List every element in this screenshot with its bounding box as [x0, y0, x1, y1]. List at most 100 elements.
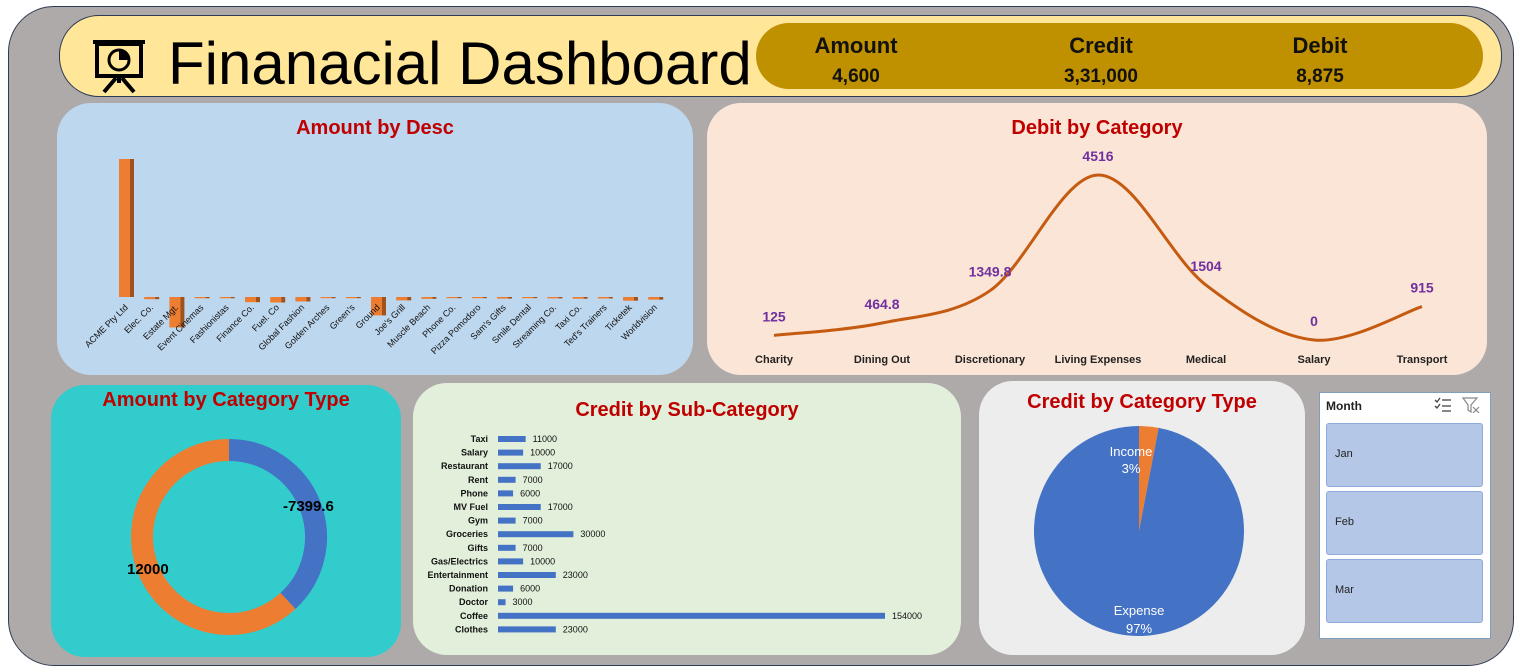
credit-by-category-type-title: Credit by Category Type — [1027, 391, 1257, 413]
slicer-item-jan[interactable]: Jan — [1326, 423, 1483, 487]
debit-by-category-panel: Debit by Category Charity 125 Dining Out 46… — [707, 103, 1487, 375]
bar — [446, 297, 458, 299]
kpi-debit-value: 8,875 — [1296, 66, 1344, 87]
data-label: 7000 — [523, 475, 543, 485]
data-label: -7399.6 — [283, 498, 334, 515]
bar — [396, 297, 408, 301]
bar-side — [306, 297, 311, 302]
bar — [245, 297, 256, 303]
clear-filter-icon[interactable] — [1462, 397, 1480, 413]
tick-label: Rent — [468, 475, 488, 485]
data-label: 10000 — [530, 448, 555, 458]
bar-side — [482, 297, 487, 299]
debit-by-category-title: Debit by Category — [1011, 117, 1183, 139]
bar — [498, 490, 514, 497]
tick-label: Gifts — [467, 543, 488, 553]
bar — [295, 297, 307, 302]
data-label: 10000 — [530, 556, 555, 566]
data-label: Expense — [1114, 603, 1165, 618]
slicer-item-label: Jan — [1335, 448, 1353, 460]
bar — [547, 297, 559, 299]
bar — [498, 626, 556, 633]
data-label: 17000 — [548, 461, 573, 471]
tick-label: Entertainment — [427, 570, 488, 580]
tick-label: Groceries — [446, 529, 488, 539]
data-label: 6000 — [520, 584, 540, 594]
tick-label: ACME Pty Ltd — [83, 302, 130, 349]
data-label: 0 — [1310, 313, 1318, 329]
data-label: Income — [1110, 444, 1153, 459]
data-label: 7000 — [523, 516, 543, 526]
tick-label: Discretionary — [955, 354, 1026, 366]
bar — [498, 544, 516, 551]
tick-label: Taxi — [471, 434, 488, 444]
credit-by-sub-category-chart: Taxi 11000 Salary 10000 Restaurant 17000 Rent 7… — [427, 434, 922, 634]
bar-side — [155, 297, 160, 300]
data-label: 1504 — [1190, 258, 1221, 274]
presentation-chart-icon — [93, 40, 145, 94]
month-slicer: Month Jan Feb Mar — [1319, 392, 1491, 639]
kpi-summary: Amount 4,600 Credit 3,31,000 Debit 8,875 — [756, 23, 1483, 89]
bar — [144, 297, 156, 300]
bar — [371, 297, 382, 316]
bar-side — [634, 297, 638, 301]
tick-label: Restaurant — [441, 461, 488, 471]
bar-side — [533, 297, 538, 299]
bar — [498, 599, 506, 606]
data-label: 23000 — [563, 624, 588, 634]
amount-by-category-type-chart: -7399.6 12000 — [127, 439, 334, 635]
bar — [471, 297, 483, 299]
bar-side — [432, 297, 437, 299]
data-label: 915 — [1410, 280, 1434, 296]
data-label: 1349.8 — [969, 264, 1012, 280]
bar-side — [659, 297, 664, 300]
bar — [498, 558, 524, 565]
data-label: 23000 — [563, 570, 588, 580]
tick-label: MV Fuel — [453, 502, 488, 512]
credit-by-sub-category-panel: Credit by Sub-Category Taxi 11000 Salary 10… — [413, 383, 961, 655]
multi-select-icon[interactable] — [1434, 397, 1452, 413]
slicer-title: Month — [1326, 399, 1362, 413]
data-label: 12000 — [127, 561, 169, 578]
kpi-amount-value: 4,600 — [832, 66, 880, 87]
bar — [219, 297, 231, 299]
bar — [498, 572, 556, 578]
page-title: Finanacial Dashboard — [168, 30, 752, 97]
tick-label: Golden Arches — [283, 302, 332, 351]
kpi-amount-label: Amount — [814, 33, 898, 58]
tick-label: Charity — [755, 354, 794, 366]
credit-by-category-type-chart: Income 3% Expense 97% — [1034, 426, 1244, 636]
slicer-item-label: Feb — [1335, 516, 1354, 528]
tick-label: Gas/Electrics — [431, 556, 488, 566]
bar — [498, 449, 524, 456]
credit-by-sub-category-title: Credit by Sub-Category — [575, 399, 799, 421]
bar — [648, 297, 660, 300]
bar-side — [281, 297, 286, 303]
kpi-credit-value: 3,31,000 — [1064, 66, 1138, 87]
debit-by-category-chart: Charity 125 Dining Out 464.8 Discretionary 13… — [755, 148, 1448, 366]
data-label: 17000 — [548, 502, 573, 512]
data-label: 154000 — [892, 611, 922, 621]
bar — [119, 159, 130, 297]
bar — [597, 297, 609, 299]
data-label: 6000 — [520, 488, 540, 498]
slicer-item-mar[interactable]: Mar — [1326, 559, 1483, 623]
pie-slice — [1139, 426, 1159, 531]
bar — [498, 504, 541, 510]
bar — [421, 297, 433, 299]
bar-side — [407, 297, 412, 301]
bar-side — [382, 297, 386, 316]
bar — [270, 297, 282, 303]
bar-side — [558, 297, 563, 299]
pie-slice — [1034, 426, 1244, 636]
kpi-debit-label: Debit — [1292, 33, 1348, 58]
data-label: 3% — [1122, 461, 1141, 476]
donut-slice — [131, 439, 296, 635]
bar-side — [205, 297, 210, 299]
slicer-item-feb[interactable]: Feb — [1326, 491, 1483, 555]
bar-side — [130, 159, 134, 297]
amount-by-desc-panel: Amount by Desc ACME Pty Ltd Elec. Co. Esta… — [57, 103, 693, 375]
bar-side — [508, 297, 512, 299]
bar — [522, 297, 534, 299]
bar — [498, 531, 574, 538]
